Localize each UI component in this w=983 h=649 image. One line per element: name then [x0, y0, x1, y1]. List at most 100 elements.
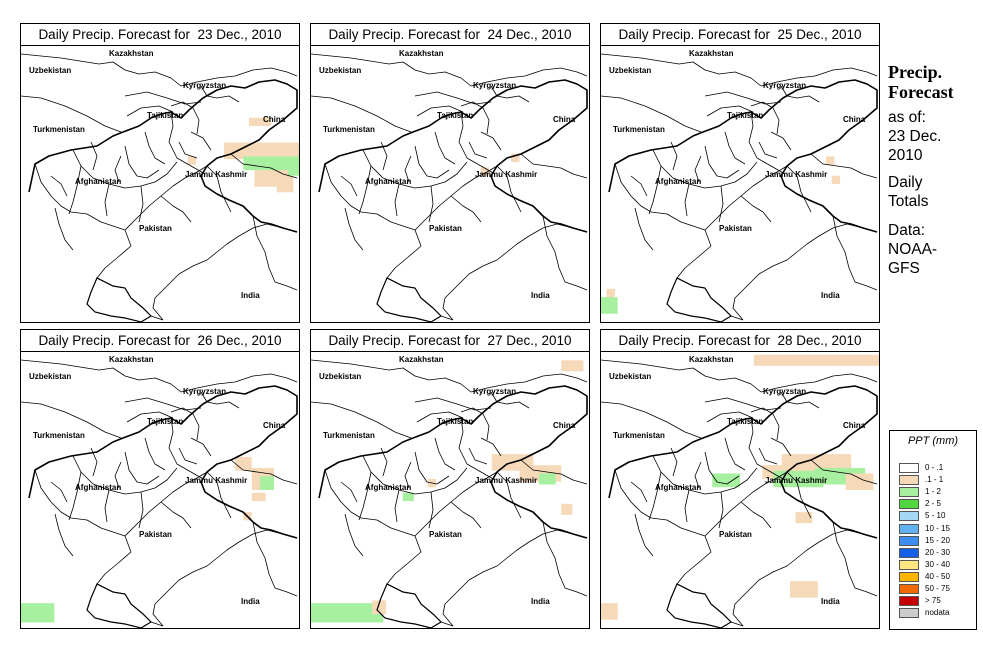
border-line — [200, 85, 240, 103]
border-line — [786, 165, 812, 213]
country-label-turkmenistan: Turkmenistan — [33, 125, 85, 134]
border-line — [324, 163, 416, 231]
info-asof: as of: — [888, 109, 926, 126]
border-line — [152, 223, 298, 321]
country-label-tajikistan: Tajikistan — [147, 417, 183, 426]
border-line — [416, 411, 464, 423]
border-line — [190, 437, 212, 457]
country-label-afghanistan: Afghanistan — [365, 177, 411, 186]
precip-area — [712, 473, 740, 488]
country-label-jammu: Jammu Kashmir — [765, 170, 827, 179]
border-line — [758, 447, 778, 465]
country-label-india: India — [241, 597, 260, 606]
country-label-jammu: Jammu Kashmir — [185, 476, 247, 485]
country-label-tajikistan: Tajikistan — [727, 111, 763, 120]
map-svg: Uzbekistan Kazakhstan Kyrgyzstan Tajikistan… — [311, 49, 588, 322]
border-line — [230, 153, 298, 179]
coastline — [86, 277, 152, 322]
border-line — [170, 101, 200, 135]
border-line — [760, 67, 878, 87]
country-label-jammu: Jammu Kashmir — [475, 476, 537, 485]
legend-label: 0 - .1 — [925, 463, 944, 472]
border-line — [358, 165, 372, 215]
border-line — [380, 447, 388, 477]
country-label-afghanistan: Afghanistan — [365, 483, 411, 492]
border-line — [450, 195, 482, 223]
border-line — [21, 401, 122, 439]
legend-swatch — [899, 499, 919, 510]
border-line — [178, 141, 198, 159]
border-line — [96, 229, 132, 289]
border-line — [758, 141, 778, 159]
country-label-china: China — [263, 421, 286, 430]
coastline — [376, 583, 442, 628]
border-line — [414, 397, 492, 411]
border-line — [648, 471, 662, 521]
country-label-india: India — [531, 291, 550, 300]
border-line — [126, 411, 174, 423]
country-label-jammu: Jammu Kashmir — [185, 170, 247, 179]
border-line — [832, 215, 878, 291]
border-line — [72, 149, 178, 189]
info-source-1: NOAA- — [888, 241, 938, 258]
border-line — [542, 215, 588, 291]
precip-area — [260, 476, 274, 490]
country-label-afghanistan: Afghanistan — [655, 177, 701, 186]
border-line — [694, 461, 702, 489]
country-label-jammu: Jammu Kashmir — [765, 476, 827, 485]
border-line — [608, 385, 878, 539]
border-line — [450, 501, 482, 529]
country-label-afghanistan: Afghanistan — [655, 483, 701, 492]
border-line — [124, 287, 164, 321]
border-line — [324, 469, 416, 537]
forecast-map: Uzbekistan Kazakhstan Kyrgyzstan Tajikistan… — [20, 351, 300, 629]
legend-swatch — [899, 475, 919, 486]
legend-label: 15 - 20 — [925, 535, 950, 545]
coastline — [86, 583, 152, 628]
country-label-pakistan: Pakistan — [429, 530, 462, 539]
forecast-panel-1: Daily Precip. Forecast for 23 Dec., 2010… — [20, 23, 300, 323]
country-label-kazakhstan: Kazakhstan — [689, 355, 734, 364]
precip-area — [402, 492, 414, 502]
country-label-india: India — [821, 291, 840, 300]
border-line — [460, 407, 490, 441]
map-svg: Uzbekistan Kazakhstan Kyrgyzstan Tajikistan… — [21, 49, 299, 322]
border-line — [706, 105, 754, 117]
border-line — [416, 105, 464, 117]
border-line — [206, 471, 232, 519]
map-svg: Uzbekistan Kazakhstan Kyrgyzstan Tajikistan… — [601, 49, 878, 322]
legend-label: > 75 — [925, 596, 941, 606]
coastline — [666, 277, 732, 322]
panel-title: Daily Precip. Forecast for 26 Dec., 2010 — [20, 329, 300, 353]
border-line — [434, 131, 456, 165]
border-line — [190, 131, 212, 151]
country-label-kyrgyzstan: Kyrgyzstan — [473, 81, 516, 90]
coastline — [666, 583, 732, 628]
border-line — [648, 165, 662, 215]
border-line — [114, 461, 122, 489]
country-label-kyrgyzstan: Kyrgyzstan — [763, 81, 806, 90]
precip-area — [826, 156, 835, 165]
border-line — [114, 155, 122, 183]
border-line — [718, 185, 724, 223]
country-label-kyrgyzstan: Kyrgyzstan — [763, 387, 806, 396]
precip-area — [251, 492, 266, 502]
precip-area — [831, 175, 841, 184]
border-line — [496, 471, 522, 519]
border-line — [28, 385, 298, 539]
border-line — [458, 417, 496, 481]
border-line — [434, 437, 456, 471]
country-label-uzbekistan: Uzbekistan — [319, 372, 361, 381]
border-line — [694, 155, 702, 183]
border-line — [362, 455, 468, 495]
border-line — [180, 67, 298, 87]
legend-swatch — [899, 535, 919, 546]
border-line — [318, 79, 588, 233]
legend-label: 1 - 2 — [925, 487, 942, 497]
border-line — [601, 401, 702, 439]
border-line — [468, 447, 488, 465]
country-label-tajikistan: Tajikistan — [437, 111, 473, 120]
panel-title: Daily Precip. Forecast for 24 Dec., 2010 — [310, 23, 590, 47]
precip-area — [372, 600, 387, 615]
border-line — [414, 287, 454, 321]
